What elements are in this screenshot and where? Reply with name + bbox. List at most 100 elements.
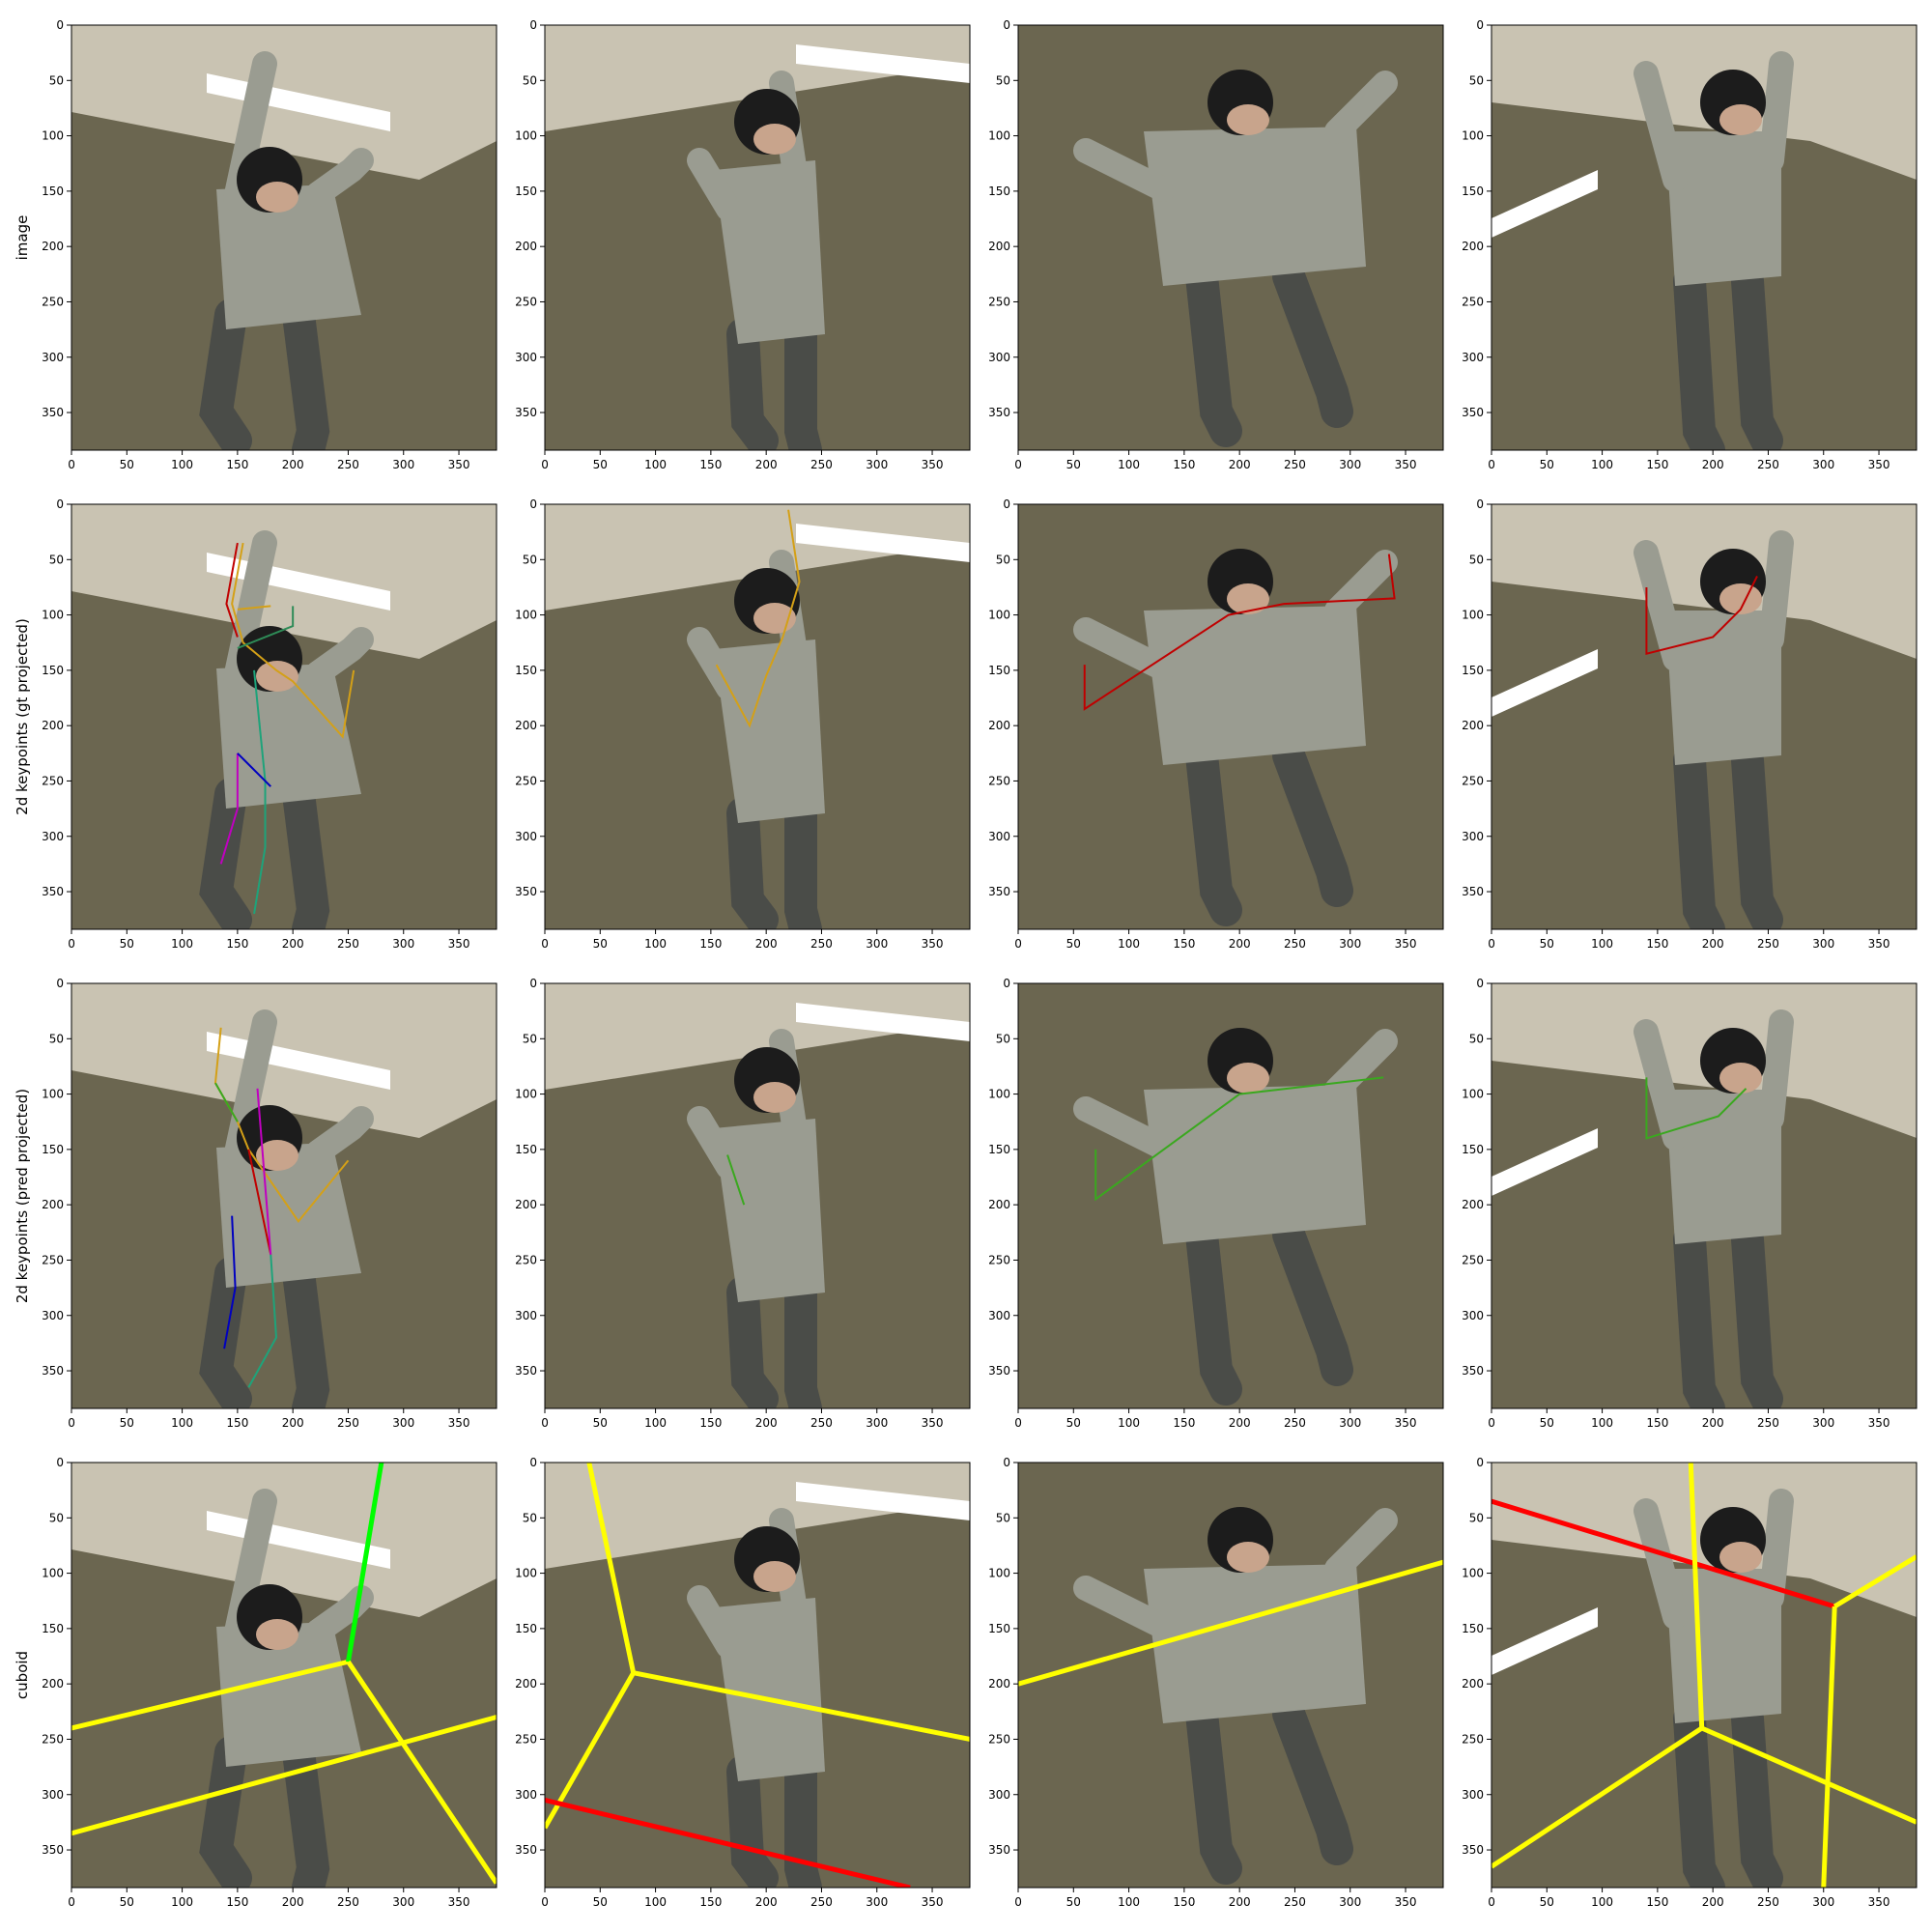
x-tick-label: 150 [699,458,722,471]
x-tick-label: 350 [1868,458,1890,471]
x-tick-label: 200 [282,458,304,471]
y-tick-label: 350 [42,885,64,898]
y-tick-label: 300 [1462,351,1484,364]
cuboid-edge [1821,1605,1837,1888]
x-tick-label: 350 [922,458,944,471]
y-tick-label: 0 [529,977,537,990]
y-tick-label: 350 [515,1843,537,1857]
panel-image [545,983,970,1408]
y-tick-label: 200 [1462,240,1484,253]
x-tick-label: 100 [171,1416,193,1430]
x-tick-label: 0 [541,1895,549,1909]
x-tick-label: 150 [1646,1895,1668,1909]
subject-legs [1185,739,1353,926]
cuboid-edge [346,1660,497,1885]
y-tick-label: 300 [515,1788,537,1802]
panel: 0 50 100 150 200 250 300 350 0 50 100 150 200 250 300 3… [1462,497,1918,951]
y-tick-label: 100 [515,129,537,143]
subject-torso [1144,1085,1366,1244]
panel: 0 50 100 150 200 250 300 350 0 50 100 150 200 250 300 3… [1462,18,1918,471]
y-tick-label: 0 [1476,18,1484,32]
x-tick-label: 250 [337,937,359,951]
y-tick-label: 300 [988,830,1010,843]
y-tick-label: 50 [523,553,537,566]
y-tick-label: 0 [1003,18,1010,32]
y-tick-label: 300 [988,351,1010,364]
subject-torso [1665,1090,1781,1244]
skeleton-limb [1645,576,1758,655]
y-tick-label: 50 [1469,1511,1484,1524]
y-tick-label: 350 [1462,1843,1484,1857]
x-tick-label: 350 [448,1416,470,1430]
y-tick-label: 50 [1469,1032,1484,1045]
x-tick-label: 150 [1173,1895,1195,1909]
y-tick-label: 250 [988,295,1010,308]
x-tick-label: 250 [1284,1416,1306,1430]
skeleton-limb [219,753,239,865]
y-tick-label: 100 [42,129,64,143]
panel-frame [1491,503,1918,930]
panel-frame [1491,1462,1918,1889]
x-tick-label: 0 [1014,937,1022,951]
y-tick-label: 300 [1462,1309,1484,1322]
x-tick-label: 350 [922,1416,944,1430]
panel: 0 50 100 150 200 250 300 350 0 50 100 150 200 250 300 3… [988,497,1444,951]
subject-face [256,1140,298,1171]
x-tick-label: 0 [68,1416,75,1430]
x-tick-label: 300 [1339,458,1361,471]
panel-image [545,1463,970,1888]
y-tick-label: 100 [988,129,1010,143]
y-tick-label: 250 [515,295,537,308]
subject-legs [726,797,822,929]
y-tick-label: 200 [1462,1198,1484,1211]
y-tick-label: 350 [515,885,537,898]
y-tick-label: 50 [523,1511,537,1524]
x-tick-label: 250 [1757,1416,1779,1430]
y-tick-label: 250 [42,295,64,308]
x-tick-label: 50 [1066,1416,1081,1430]
y-tick-label: 250 [42,1732,64,1746]
x-tick-label: 50 [120,458,134,471]
y-tick-label: 50 [1469,73,1484,87]
y-tick-label: 200 [988,1198,1010,1211]
y-tick-label: 150 [515,1143,537,1156]
x-tick-label: 300 [1339,1895,1361,1909]
x-tick-label: 50 [593,1895,608,1909]
x-tick-label: 100 [644,937,667,951]
x-tick-label: 50 [1540,1416,1554,1430]
y-tick-label: 250 [515,1253,537,1266]
subject-face [256,661,298,692]
x-tick-label: 0 [1488,458,1495,471]
wall [545,25,970,131]
cuboid-edge [71,1659,350,1731]
subject-torso [714,160,825,344]
x-tick-label: 0 [1488,1416,1495,1430]
y-tick-label: 0 [1003,977,1010,990]
x-tick-label: 300 [866,937,888,951]
y-tick-label: 100 [515,1088,537,1101]
panel-image [1492,504,1917,929]
panel: 0 50 100 150 200 250 300 350 0 50 100 150 200 250 300 3… [988,1456,1444,1909]
x-tick-label: 0 [68,458,75,471]
cuboid-edge [1018,1559,1443,1687]
y-tick-label: 300 [42,351,64,364]
subject-legs [199,1736,330,1888]
y-tick-label: 100 [1462,609,1484,622]
row-label: image [14,215,31,261]
x-tick-label: 50 [593,1416,608,1430]
panel: 0 50 100 150 200 250 300 350 0 50 100 150 200 250 300 3… [515,18,971,471]
y-tick-label: 250 [988,1732,1010,1746]
panel-frame [544,503,971,930]
x-tick-label: 300 [866,1416,888,1430]
skeleton-limb [247,1254,277,1388]
subject-legs [726,1755,822,1888]
y-tick-label: 50 [49,1511,64,1524]
subject-arms [1634,530,1794,671]
wall [545,983,970,1090]
x-tick-label: 150 [1173,1416,1195,1430]
subject-torso [1144,1564,1366,1723]
y-tick-label: 0 [56,1456,64,1469]
skeleton-limb [223,1215,237,1350]
x-tick-label: 100 [1118,1895,1140,1909]
panel: 0 50 100 150 200 250 300 350 0 50 100 150 200 250 300 3… [42,497,497,951]
